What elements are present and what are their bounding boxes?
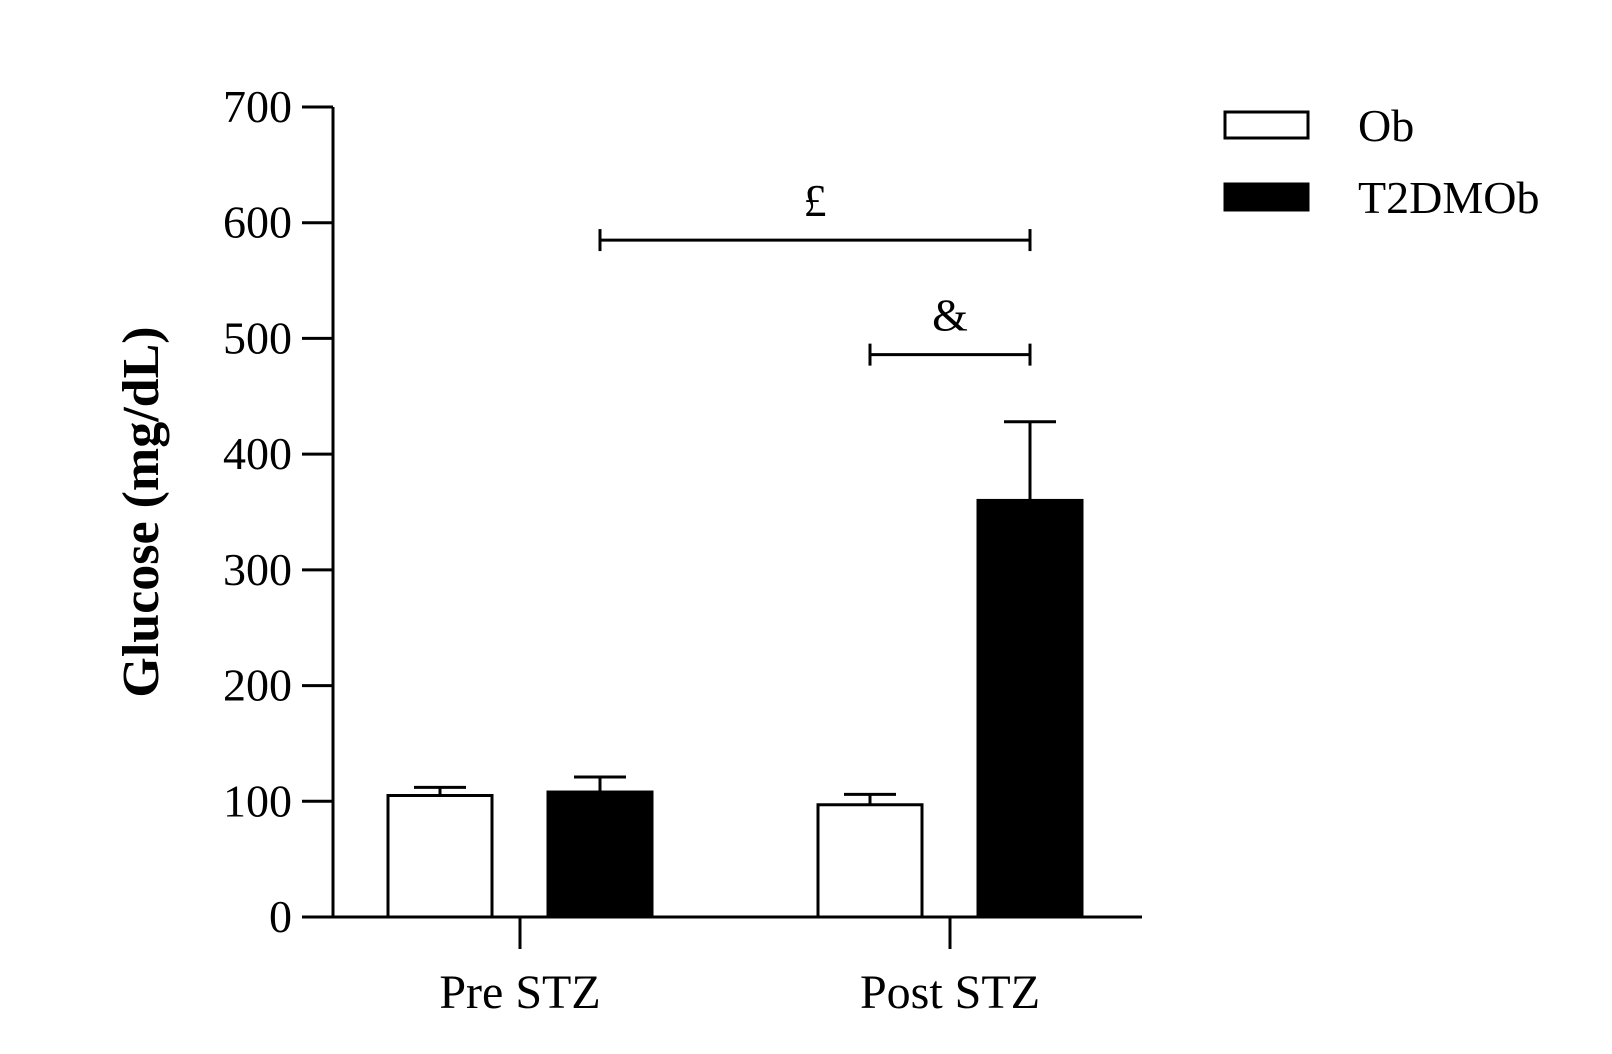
- y-tick-label: 400: [223, 428, 292, 479]
- x-category-label: Pre STZ: [439, 966, 600, 1019]
- legend-label-ob: Ob: [1358, 100, 1414, 151]
- legend-swatch-t2dmob: [1223, 182, 1310, 212]
- y-tick-label: 100: [223, 775, 292, 826]
- bar-ob-pre-stz: [386, 794, 494, 919]
- y-tick-label: 0: [269, 891, 292, 942]
- bar-t2dmob-pre-stz: [546, 790, 654, 919]
- y-tick-label: 500: [223, 312, 292, 363]
- y-tick-label: 200: [223, 660, 292, 711]
- y-tick-label: 600: [223, 197, 292, 248]
- bar-t2dmob-post-stz: [976, 498, 1084, 919]
- significance-marker: £: [804, 175, 827, 226]
- legend-label-t2dmob: T2DMOb: [1358, 172, 1539, 223]
- x-category-label: Post STZ: [860, 966, 1040, 1019]
- legend-swatch-ob: [1223, 110, 1310, 140]
- y-tick-label: 300: [223, 544, 292, 595]
- significance-marker: &: [932, 290, 968, 341]
- y-tick-label: 700: [223, 81, 292, 132]
- bar-ob-post-stz: [816, 803, 924, 919]
- y-axis-title: Glucose (mg/dL): [113, 326, 170, 697]
